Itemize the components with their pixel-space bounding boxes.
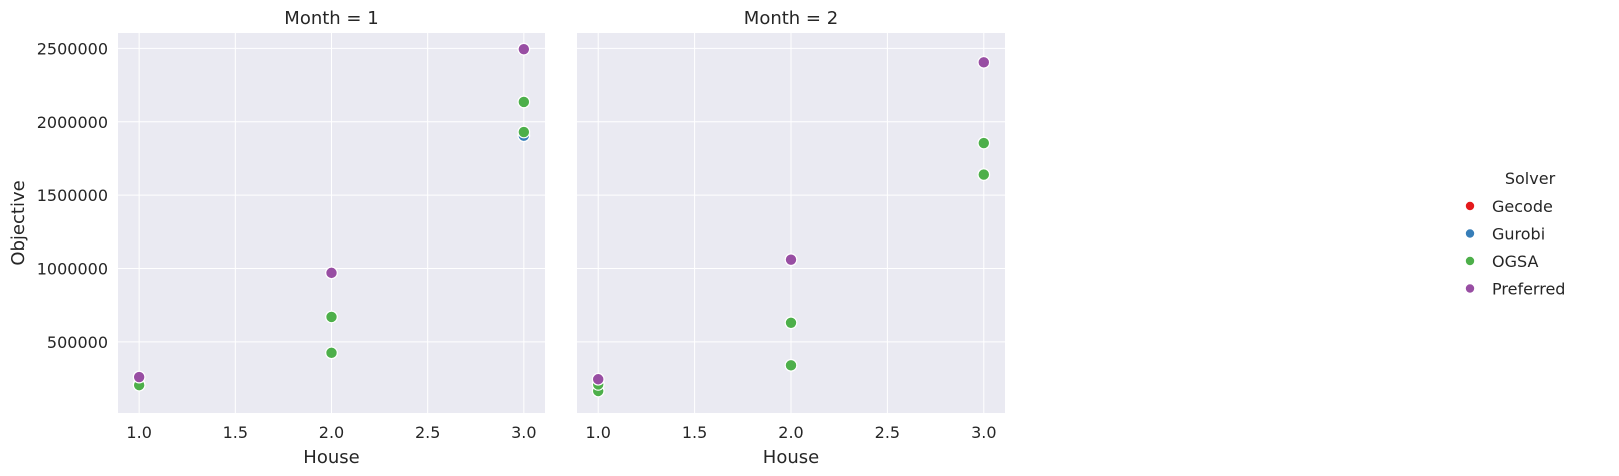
y-tick-label: 500000 [47,333,108,352]
x-tick-label: 2.0 [778,423,803,442]
x-tick-label: 2.5 [415,423,440,442]
x-axis-label: House [763,447,819,468]
data-point-ogsa [325,346,338,360]
y-tick-label: 1000000 [37,259,108,278]
data-point-preferred [517,42,531,56]
legend-label: OGSA [1492,252,1538,271]
facet-title: Month = 2 [744,8,838,29]
data-point-preferred [784,253,798,267]
legend-label: Preferred [1492,280,1565,299]
y-tick-label: 1500000 [37,186,108,205]
x-tick-label: 1.0 [585,423,610,442]
legend: Solver Gecode Gurobi OGSA Preferred [1465,169,1565,299]
x-tick-label: 1.5 [682,423,707,442]
x-tick-label: 2.0 [319,423,344,442]
data-point-preferred [977,55,991,69]
legend-label: Gurobi [1492,225,1545,244]
legend-marker [1465,256,1475,266]
x-tick-label: 3.0 [511,423,536,442]
data-point-preferred [325,266,338,280]
data-point-preferred [132,370,146,384]
legend-title: Solver [1505,169,1556,188]
data-point-ogsa [517,95,531,109]
x-tick-label: 2.5 [875,423,900,442]
data-point-ogsa [977,168,991,181]
legend-marker [1465,201,1475,211]
legend-label: Gecode [1492,197,1553,216]
y-tick-label: 2500000 [37,39,108,58]
x-axis-label: House [303,447,359,468]
y-tick-label: 2000000 [37,113,108,132]
legend-marker [1465,229,1475,238]
y-axis-label: Objective [8,180,29,265]
facet-panel-2: 1.0 1.5 2.0 2.5 3.0 House Month = 2 [577,8,1005,468]
facet-title: Month = 1 [284,8,378,29]
x-tick-label: 3.0 [971,423,996,442]
data-point-preferred [591,372,605,386]
legend-marker [1465,284,1475,293]
data-point-ogsa [784,316,798,330]
data-point-ogsa [517,125,531,139]
data-point-ogsa [784,358,798,372]
facet-panel-1: 1.0 1.5 2.0 2.5 3.0 500000 1000000 1500000 20000… [8,8,545,468]
data-point-ogsa [325,310,338,324]
data-point-ogsa [977,136,991,150]
x-tick-label: 1.0 [126,423,151,442]
x-tick-label: 1.5 [223,423,248,442]
